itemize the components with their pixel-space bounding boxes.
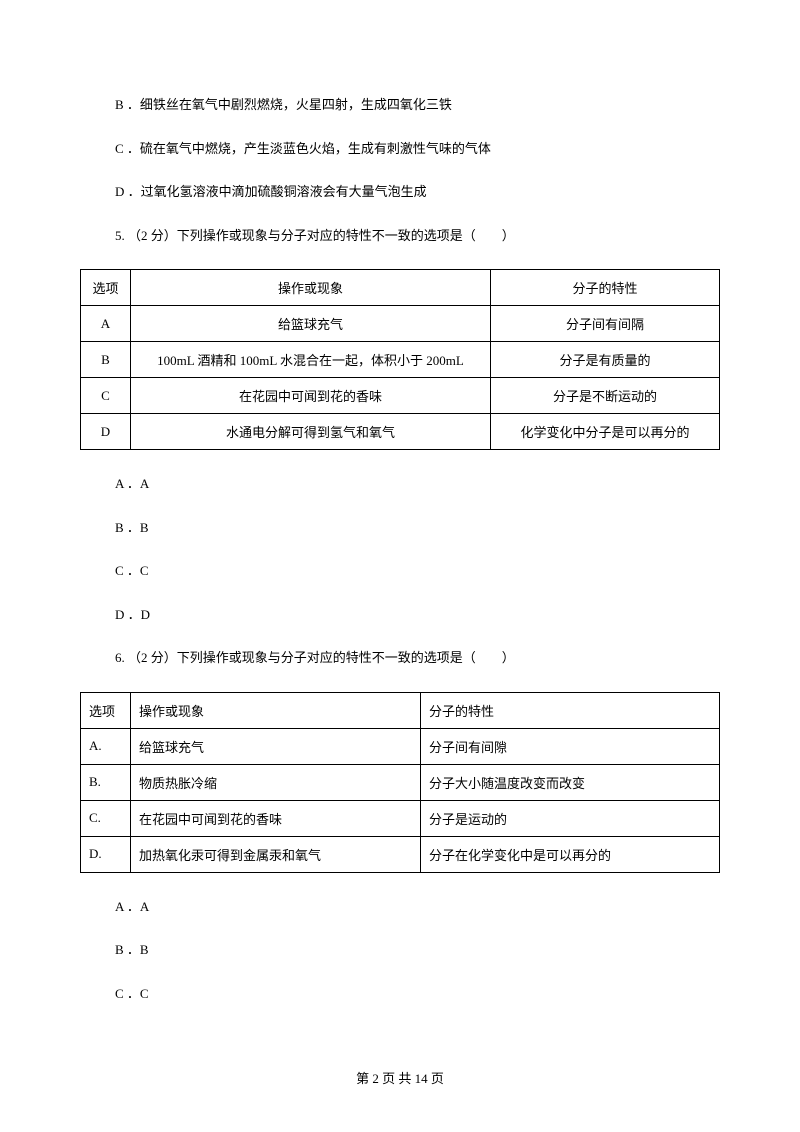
table-q5: 选项 操作或现象 分子的特性 A 给篮球充气 分子间有间隔 B 100mL 酒精… xyxy=(80,269,720,450)
question-5: 5. （2 分）下列操作或现象与分子对应的特性不一致的选项是（ ） xyxy=(80,226,720,246)
cell: C. xyxy=(81,800,131,836)
cell: 加热氧化汞可得到金属汞和氧气 xyxy=(131,836,421,872)
table-row: C 在花园中可闻到花的香味 分子是不断运动的 xyxy=(81,378,720,414)
table-row: B. 物质热胀冷缩 分子大小随温度改变而改变 xyxy=(81,764,720,800)
answer-6c: C ．C xyxy=(80,984,720,1004)
cell: 分子是不断运动的 xyxy=(491,378,720,414)
answer-6a: A ．A xyxy=(80,897,720,917)
table-header-row: 选项 操作或现象 分子的特性 xyxy=(81,270,720,306)
cell: 分子间有间隔 xyxy=(491,306,720,342)
cell: 化学变化中分子是可以再分的 xyxy=(491,414,720,450)
question-6: 6. （2 分）下列操作或现象与分子对应的特性不一致的选项是（ ） xyxy=(80,648,720,668)
header-cell: 选项 xyxy=(81,270,131,306)
answer-5a: A ．A xyxy=(80,474,720,494)
header-cell: 选项 xyxy=(81,692,131,728)
cell: 给篮球充气 xyxy=(131,306,491,342)
answer-5c: C ．C xyxy=(80,561,720,581)
answer-5d: D ．D xyxy=(80,605,720,625)
cell: 物质热胀冷缩 xyxy=(131,764,421,800)
table-q6: 选项 操作或现象 分子的特性 A. 给篮球充气 分子间有间隙 B. 物质热胀冷缩… xyxy=(80,692,720,873)
header-cell: 操作或现象 xyxy=(131,692,421,728)
cell: 在花园中可闻到花的香味 xyxy=(131,378,491,414)
cell: 分子是运动的 xyxy=(421,800,720,836)
table-row: C. 在花园中可闻到花的香味 分子是运动的 xyxy=(81,800,720,836)
cell: 分子大小随温度改变而改变 xyxy=(421,764,720,800)
table-row: D. 加热氧化汞可得到金属汞和氧气 分子在化学变化中是可以再分的 xyxy=(81,836,720,872)
table-row: A. 给篮球充气 分子间有间隙 xyxy=(81,728,720,764)
table-row: A 给篮球充气 分子间有间隔 xyxy=(81,306,720,342)
cell: D. xyxy=(81,836,131,872)
table-row: D 水通电分解可得到氢气和氧气 化学变化中分子是可以再分的 xyxy=(81,414,720,450)
cell: C xyxy=(81,378,131,414)
cell: A xyxy=(81,306,131,342)
cell: 分子是有质量的 xyxy=(491,342,720,378)
cell: 在花园中可闻到花的香味 xyxy=(131,800,421,836)
table-header-row: 选项 操作或现象 分子的特性 xyxy=(81,692,720,728)
table-row: B 100mL 酒精和 100mL 水混合在一起，体积小于 200mL 分子是有… xyxy=(81,342,720,378)
header-cell: 分子的特性 xyxy=(421,692,720,728)
option-b-text: B ．细铁丝在氧气中剧烈燃烧，火星四射，生成四氧化三铁 xyxy=(80,95,720,115)
option-d-text: D ．过氧化氢溶液中滴加硫酸铜溶液会有大量气泡生成 xyxy=(80,182,720,202)
cell: A. xyxy=(81,728,131,764)
cell: D xyxy=(81,414,131,450)
option-c-text: C ．硫在氧气中燃烧，产生淡蓝色火焰，生成有刺激性气味的气体 xyxy=(80,139,720,159)
cell: B. xyxy=(81,764,131,800)
answer-6b: B ．B xyxy=(80,940,720,960)
cell: 100mL 酒精和 100mL 水混合在一起，体积小于 200mL xyxy=(131,342,491,378)
cell: B xyxy=(81,342,131,378)
cell: 分子间有间隙 xyxy=(421,728,720,764)
header-cell: 分子的特性 xyxy=(491,270,720,306)
answer-5b: B ．B xyxy=(80,518,720,538)
cell: 给篮球充气 xyxy=(131,728,421,764)
cell: 水通电分解可得到氢气和氧气 xyxy=(131,414,491,450)
page-footer: 第 2 页 共 14 页 xyxy=(0,1068,800,1087)
cell: 分子在化学变化中是可以再分的 xyxy=(421,836,720,872)
header-cell: 操作或现象 xyxy=(131,270,491,306)
